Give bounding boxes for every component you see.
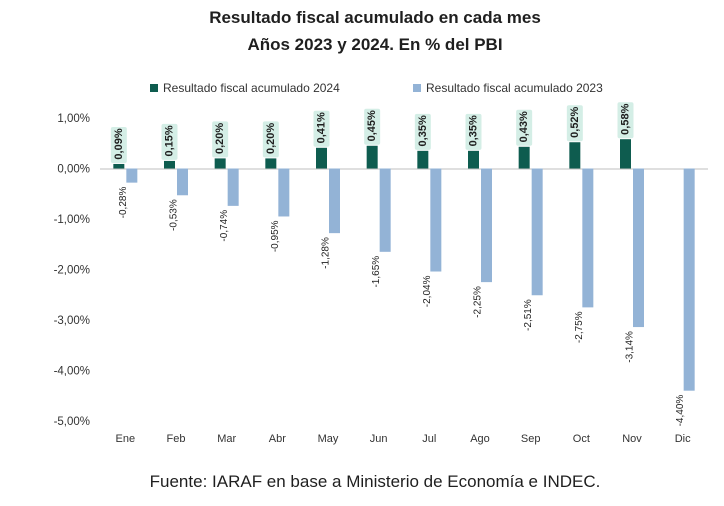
legend-swatch-2023 (413, 84, 421, 92)
y-tick-label: 1,00% (57, 113, 90, 125)
data-label-2024-bg (313, 110, 330, 147)
data-label-2024-bg (465, 113, 482, 150)
data-label-2023: -2,04% (422, 275, 433, 307)
data-label-2023: -2,25% (473, 286, 484, 318)
data-label-2024-bg (212, 121, 229, 158)
bar-2024 (569, 142, 581, 169)
data-label-2024-bg (262, 121, 279, 158)
bar-2023 (379, 168, 391, 252)
bar-2023 (227, 168, 239, 206)
bar-2023 (582, 168, 594, 308)
data-label-2023: -0,53% (169, 199, 180, 231)
x-tick-label: May (318, 433, 339, 445)
x-tick-label: Nov (622, 433, 642, 445)
data-label-2024-bg (617, 102, 634, 139)
x-tick-label: Mar (217, 433, 236, 445)
bar-2024 (316, 147, 327, 169)
x-tick-label: Ago (470, 433, 490, 445)
data-label-2023: -0,74% (219, 210, 230, 242)
y-tick-label: -4,00% (54, 366, 90, 378)
data-label-2024-bg (516, 109, 533, 146)
bar-2023 (531, 168, 543, 296)
bar-2024 (620, 139, 631, 169)
x-tick-label: Feb (167, 433, 186, 445)
data-label-2024: 0,41% (316, 112, 328, 143)
data-label-2023: -2,75% (574, 311, 585, 343)
data-label-2024: 0,35% (417, 115, 429, 146)
bar-2023 (633, 168, 644, 328)
bar-2024 (417, 150, 429, 169)
data-label-2024: 0,45% (366, 110, 378, 141)
data-label-2024: 0,20% (214, 123, 226, 154)
legend: Resultado fiscal acumulado 2024 Resultad… (150, 81, 603, 95)
y-tick-label: 0,00% (57, 164, 90, 176)
data-label-2024-bg (364, 108, 381, 145)
bar-2024 (518, 146, 530, 169)
bar-2023 (126, 168, 138, 183)
bar-2024 (214, 158, 226, 169)
bar-2023 (278, 168, 290, 217)
chart-subtitle: Años 2023 y 2024. En % del PBI (247, 35, 502, 54)
data-label-2024-bg (414, 113, 431, 150)
x-tick-label: Jul (422, 433, 436, 445)
data-label-2024: 0,15% (164, 125, 176, 156)
bar-2023 (177, 168, 188, 196)
data-label-2023: -1,28% (321, 237, 332, 269)
data-label-2023: -1,65% (371, 256, 382, 288)
bars: 0,09% -0,28% 0,15% -0,53% 0,20% -0,74% 0,20% -0… (110, 102, 695, 427)
source-note: Fuente: IARAF en base a Ministerio de Ec… (150, 472, 601, 491)
data-label-2024-bg (110, 126, 127, 163)
data-label-2024-bg (566, 105, 583, 142)
bar-2023 (430, 168, 442, 272)
data-label-2024: 0,35% (468, 115, 480, 146)
bar-2024 (468, 150, 479, 169)
y-tick-label: -5,00% (54, 416, 90, 428)
x-tick-label: Dic (675, 433, 691, 445)
y-tick-label: -2,00% (54, 265, 90, 277)
bar-2024 (113, 163, 125, 169)
bar-2023 (329, 168, 340, 234)
x-tick-label: Sep (521, 433, 541, 445)
data-label-2023: -0,28% (118, 187, 129, 219)
x-axis: Ene Feb Mar Abr May Jun Jul Ago Sep Oct Nov Dic (116, 433, 692, 445)
legend-label-2023: Resultado fiscal acumulado 2023 (426, 81, 603, 95)
bar-2024 (265, 158, 277, 169)
y-tick-label: -1,00% (54, 214, 90, 226)
data-label-2023: -4,40% (675, 395, 686, 427)
legend-label-2024: Resultado fiscal acumulado 2024 (163, 81, 340, 95)
bar-2024 (164, 160, 175, 169)
bar-2023 (481, 168, 492, 283)
data-label-2024-bg (161, 123, 178, 160)
x-tick-label: Abr (269, 433, 286, 445)
data-label-2024: 0,58% (620, 103, 632, 134)
x-tick-label: Oct (573, 433, 590, 445)
bar-2024 (366, 145, 378, 169)
data-label-2024: 0,43% (518, 111, 530, 142)
data-label-2023: -2,51% (523, 299, 534, 331)
bar-2023 (683, 168, 695, 391)
x-tick-label: Jun (370, 433, 388, 445)
y-tick-label: -3,00% (54, 315, 90, 327)
chart-title: Resultado fiscal acumulado en cada mes (209, 8, 541, 27)
data-label-2023: -3,14% (625, 331, 636, 363)
data-label-2024: 0,09% (113, 128, 125, 159)
data-label-2023: -0,95% (270, 220, 281, 252)
data-label-2024: 0,20% (265, 123, 277, 154)
legend-swatch-2024 (150, 84, 158, 92)
x-tick-label: Ene (116, 433, 136, 445)
data-label-2024: 0,52% (569, 106, 581, 137)
y-axis: 1,00% 0,00% -1,00% -2,00% -3,00% -4,00% -5,00% (54, 113, 90, 428)
